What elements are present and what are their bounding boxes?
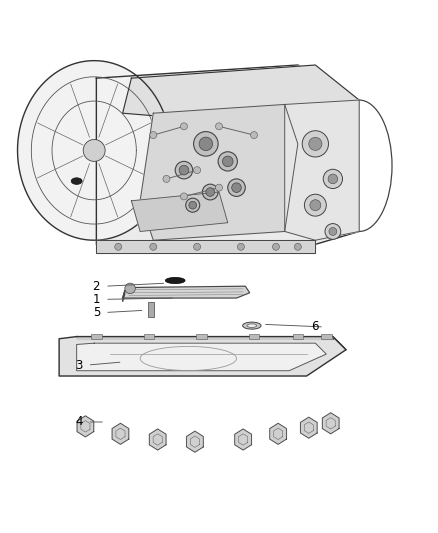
- Circle shape: [186, 198, 200, 212]
- Polygon shape: [235, 429, 251, 450]
- Polygon shape: [140, 104, 298, 240]
- Circle shape: [218, 152, 237, 171]
- Polygon shape: [322, 413, 339, 434]
- Polygon shape: [77, 416, 94, 437]
- Circle shape: [189, 201, 197, 209]
- Polygon shape: [96, 240, 315, 253]
- Text: 6: 6: [311, 320, 319, 334]
- Circle shape: [232, 183, 241, 192]
- Circle shape: [323, 169, 343, 189]
- Polygon shape: [149, 429, 166, 450]
- Circle shape: [194, 243, 201, 251]
- Circle shape: [194, 132, 218, 156]
- Circle shape: [179, 165, 189, 175]
- Text: 5: 5: [93, 306, 100, 319]
- Circle shape: [228, 179, 245, 197]
- Circle shape: [163, 175, 170, 182]
- Circle shape: [125, 283, 135, 294]
- Polygon shape: [59, 336, 346, 376]
- Circle shape: [251, 132, 258, 139]
- Bar: [249, 334, 259, 339]
- Circle shape: [272, 243, 279, 251]
- Bar: [293, 334, 303, 339]
- Text: 1: 1: [92, 293, 100, 306]
- Circle shape: [237, 243, 244, 251]
- Polygon shape: [96, 65, 359, 253]
- Text: 4: 4: [75, 416, 83, 429]
- Bar: [144, 334, 154, 339]
- Circle shape: [309, 138, 322, 150]
- Circle shape: [199, 137, 212, 151]
- Circle shape: [175, 161, 193, 179]
- Bar: [148, 302, 154, 317]
- Bar: [196, 334, 207, 339]
- Circle shape: [150, 132, 157, 139]
- Bar: [321, 334, 332, 339]
- Polygon shape: [112, 423, 129, 445]
- Circle shape: [180, 123, 187, 130]
- Polygon shape: [18, 61, 171, 240]
- Text: 2: 2: [92, 280, 100, 293]
- Polygon shape: [300, 417, 317, 438]
- Circle shape: [206, 188, 215, 196]
- Polygon shape: [123, 286, 250, 298]
- Circle shape: [215, 184, 223, 191]
- Ellipse shape: [71, 178, 82, 184]
- Polygon shape: [123, 290, 125, 302]
- Circle shape: [83, 140, 105, 161]
- Circle shape: [328, 174, 338, 184]
- Circle shape: [310, 200, 321, 211]
- Circle shape: [329, 228, 337, 236]
- Ellipse shape: [247, 324, 257, 327]
- Polygon shape: [187, 431, 203, 452]
- Text: 3: 3: [75, 359, 82, 372]
- Polygon shape: [131, 192, 228, 231]
- Polygon shape: [77, 336, 333, 339]
- Polygon shape: [123, 65, 359, 126]
- Polygon shape: [285, 100, 359, 240]
- Circle shape: [215, 123, 223, 130]
- Circle shape: [202, 184, 218, 200]
- Circle shape: [194, 167, 201, 174]
- Ellipse shape: [243, 322, 261, 329]
- Ellipse shape: [166, 278, 185, 284]
- Polygon shape: [270, 423, 286, 445]
- Circle shape: [223, 156, 233, 167]
- Circle shape: [302, 131, 328, 157]
- Circle shape: [325, 223, 341, 239]
- Polygon shape: [77, 343, 326, 371]
- Circle shape: [294, 243, 301, 251]
- Circle shape: [304, 194, 326, 216]
- Circle shape: [180, 193, 187, 200]
- Circle shape: [150, 243, 157, 251]
- Bar: [91, 334, 102, 339]
- Circle shape: [115, 243, 122, 251]
